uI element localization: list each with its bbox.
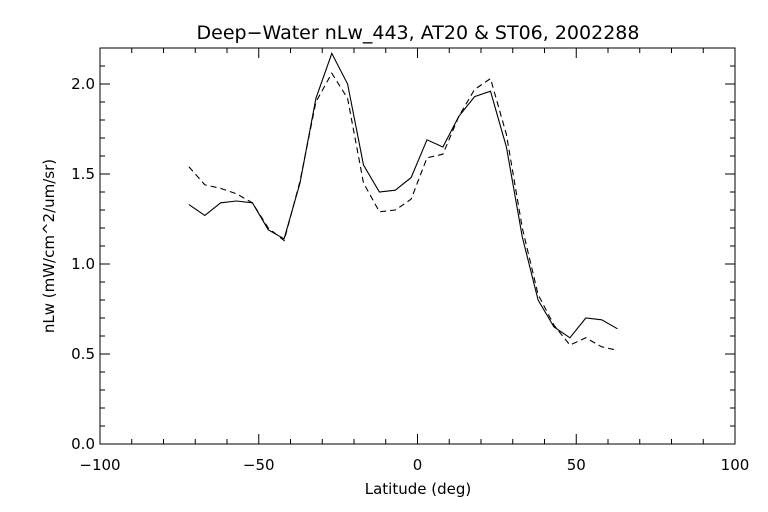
axis-ticks: −100 −50 0 50 100 0.0 0.5 1.0 1.5 2.0 [71,47,750,474]
x-tick-label: −100 [79,456,120,474]
series-dashed-line [188,72,618,351]
x-tick-label: 50 [567,456,586,474]
y-tick-label: 1.0 [71,255,95,273]
chart-title: Deep−Water nLw_443, AT20 & ST06, 2002288 [197,22,640,44]
x-tick-label: 0 [413,456,423,474]
y-tick-label: 0.5 [71,345,95,363]
series-group [188,52,618,351]
y-tick-label: 1.5 [71,165,95,183]
x-tick-label: 100 [721,456,750,474]
plot-frame [99,47,736,445]
y-tick-label: 0.0 [71,435,95,453]
series-solid-line [188,52,618,339]
y-axis-label: nLw (mW/cm^2/um/sr) [40,159,58,333]
x-axis-label: Latitude (deg) [365,480,471,498]
y-tick-label: 2.0 [71,75,95,93]
x-tick-label: −50 [243,456,275,474]
